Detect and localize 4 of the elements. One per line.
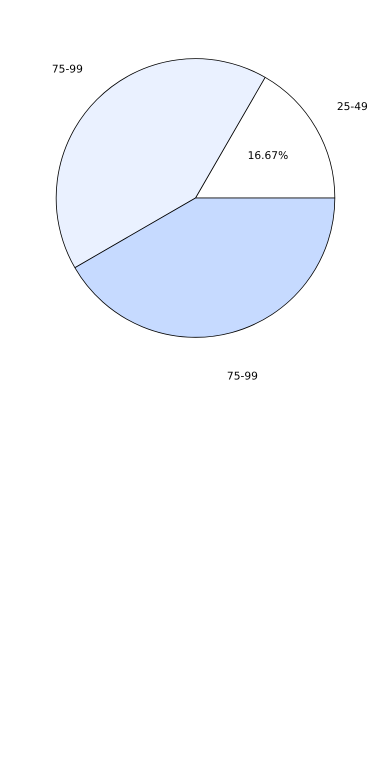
slice-label: 75-99	[52, 62, 84, 76]
data-label: 16.67%	[248, 149, 288, 162]
slice-label: 75-99	[226, 369, 258, 382]
slice-label: 25-49	[336, 100, 368, 114]
